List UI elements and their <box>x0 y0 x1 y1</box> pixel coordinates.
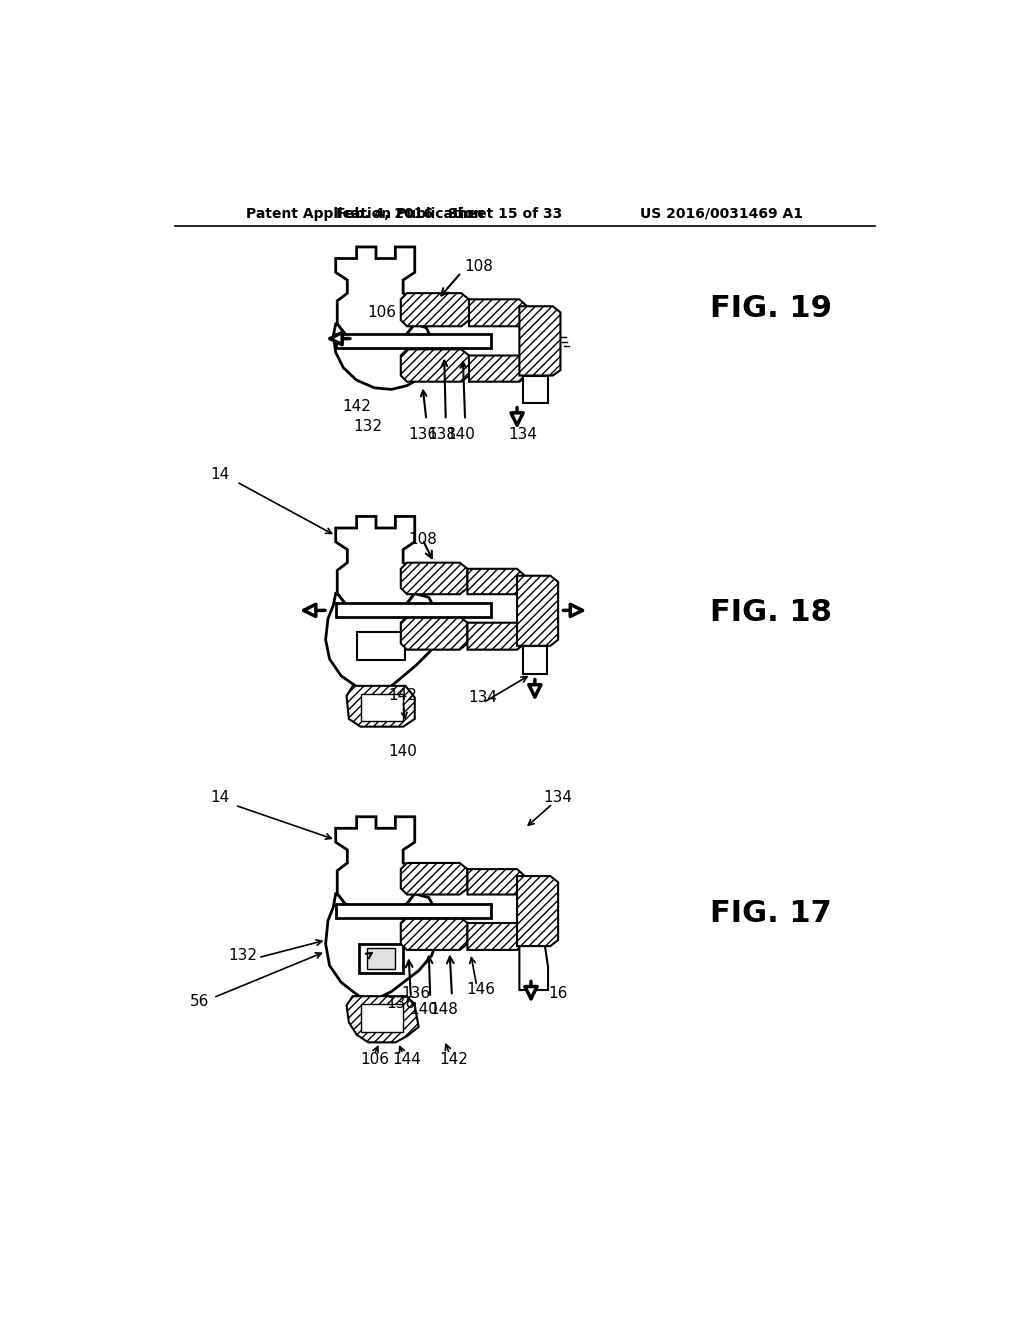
Text: 56: 56 <box>189 994 209 1008</box>
Polygon shape <box>517 576 558 645</box>
Polygon shape <box>467 869 524 895</box>
Text: Patent Application Publication: Patent Application Publication <box>246 207 483 220</box>
Polygon shape <box>346 686 415 726</box>
Polygon shape <box>523 645 547 675</box>
Text: 108: 108 <box>464 259 493 273</box>
Polygon shape <box>326 894 438 999</box>
Polygon shape <box>336 516 415 611</box>
Text: 106: 106 <box>368 305 396 319</box>
Text: 140: 140 <box>410 1002 438 1016</box>
Text: 138: 138 <box>427 426 457 442</box>
Text: 132: 132 <box>228 948 257 962</box>
Text: 14: 14 <box>210 789 229 805</box>
Text: 142: 142 <box>439 1052 468 1067</box>
Text: 148: 148 <box>430 1002 459 1016</box>
Polygon shape <box>356 632 406 660</box>
Polygon shape <box>331 597 421 675</box>
Text: 144: 144 <box>392 1052 422 1067</box>
Text: US 2016/0031469 A1: US 2016/0031469 A1 <box>640 207 803 220</box>
Text: 134: 134 <box>544 789 572 805</box>
Bar <box>336 334 490 348</box>
Polygon shape <box>400 917 467 950</box>
Polygon shape <box>400 616 467 649</box>
Polygon shape <box>360 1003 403 1032</box>
Polygon shape <box>367 948 395 969</box>
Polygon shape <box>400 293 469 326</box>
Polygon shape <box>469 300 527 326</box>
Text: FIG. 19: FIG. 19 <box>711 294 833 323</box>
Polygon shape <box>400 863 467 895</box>
Text: 136: 136 <box>408 426 437 442</box>
Polygon shape <box>331 898 424 982</box>
Text: 134: 134 <box>509 426 538 442</box>
Polygon shape <box>334 323 432 389</box>
Text: 134: 134 <box>468 690 498 705</box>
Polygon shape <box>359 944 403 973</box>
Polygon shape <box>519 306 560 376</box>
Polygon shape <box>346 997 419 1043</box>
Polygon shape <box>467 923 524 950</box>
Polygon shape <box>523 376 548 404</box>
Text: 140: 140 <box>389 743 418 759</box>
Text: 14: 14 <box>210 466 229 482</box>
Text: FIG. 17: FIG. 17 <box>711 899 833 928</box>
Text: 142: 142 <box>342 399 371 414</box>
Polygon shape <box>336 247 415 342</box>
Polygon shape <box>400 350 469 381</box>
Text: 136: 136 <box>386 997 416 1011</box>
Text: 16: 16 <box>549 986 568 1002</box>
Polygon shape <box>519 946 548 990</box>
Polygon shape <box>360 693 403 721</box>
Polygon shape <box>467 623 524 649</box>
Text: FIG. 18: FIG. 18 <box>711 598 833 627</box>
Polygon shape <box>326 594 436 692</box>
Text: 108: 108 <box>408 532 437 546</box>
Polygon shape <box>337 327 417 378</box>
Polygon shape <box>400 562 467 594</box>
Polygon shape <box>336 817 415 911</box>
Bar <box>336 603 490 618</box>
Text: 136: 136 <box>401 986 431 1002</box>
Polygon shape <box>467 569 524 594</box>
Bar <box>336 904 490 917</box>
Text: 106: 106 <box>360 1052 389 1067</box>
Text: Feb. 4, 2016   Sheet 15 of 33: Feb. 4, 2016 Sheet 15 of 33 <box>337 207 563 220</box>
Text: 132: 132 <box>353 418 383 434</box>
Text: 140: 140 <box>446 426 476 442</box>
Polygon shape <box>469 355 527 381</box>
Text: 142: 142 <box>389 688 418 704</box>
Text: 146: 146 <box>466 982 496 998</box>
Polygon shape <box>517 876 558 946</box>
